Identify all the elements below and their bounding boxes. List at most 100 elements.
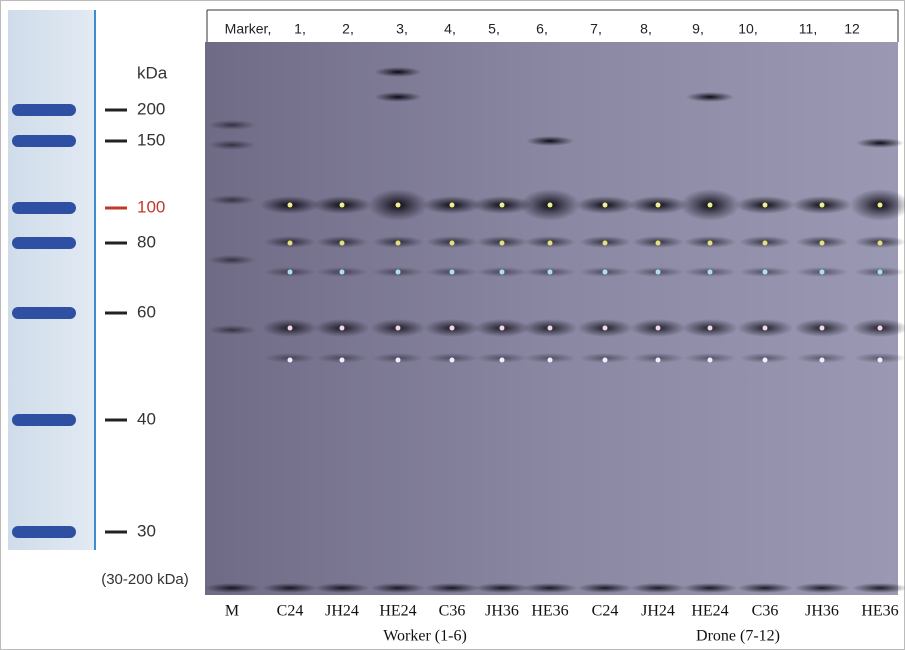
dot (762, 269, 768, 275)
ladder-label: 100 (137, 197, 165, 216)
gel-band (262, 583, 318, 593)
gel-band (208, 140, 256, 150)
dot (602, 325, 608, 331)
dot (819, 357, 825, 363)
dot (547, 202, 553, 208)
dot (877, 240, 883, 246)
lane-label: HE24 (379, 603, 416, 620)
dot (707, 325, 713, 331)
gel-band (208, 195, 256, 205)
dot (395, 202, 401, 208)
dot (395, 269, 401, 275)
gel-band (794, 583, 850, 593)
gel-band (686, 92, 734, 102)
gel-band (208, 325, 256, 335)
dot (499, 240, 505, 246)
dot (449, 269, 455, 275)
dot (655, 240, 661, 246)
lane-label: HE36 (861, 603, 898, 620)
lane-header: 5, (488, 21, 500, 37)
ladder-label: 40 (137, 409, 156, 428)
lane-label: JH24 (325, 603, 359, 620)
group-label: Worker (1-6) (383, 628, 467, 645)
ladder-band (12, 526, 76, 538)
dot (602, 269, 608, 275)
dot (655, 202, 661, 208)
dot (877, 202, 883, 208)
lane-header: 4, (444, 21, 456, 37)
dot (395, 357, 401, 363)
dot (707, 240, 713, 246)
ladder-band (12, 202, 76, 214)
dot (449, 325, 455, 331)
ladder-panel (8, 10, 94, 550)
dot (655, 357, 661, 363)
ladder-band (12, 237, 76, 249)
dot (449, 202, 455, 208)
gel-band (852, 583, 905, 593)
dot (707, 357, 713, 363)
gel-band (208, 255, 256, 265)
gel-band (577, 583, 633, 593)
lane-header: 3, (396, 21, 408, 37)
dot (547, 269, 553, 275)
dot (339, 240, 345, 246)
lane-label: C36 (752, 603, 779, 620)
dot (547, 325, 553, 331)
dot (287, 357, 293, 363)
lane-label: JH24 (641, 603, 675, 620)
dot (762, 202, 768, 208)
lane-header: Marker, (225, 21, 272, 37)
dot (707, 202, 713, 208)
lane-header: 10, (738, 21, 757, 37)
dot (449, 357, 455, 363)
dot (339, 269, 345, 275)
gel-band (526, 136, 574, 146)
gel-band (474, 583, 530, 593)
gel-band (374, 92, 422, 102)
lane-header: 7, (590, 21, 602, 37)
ladder-label: 150 (137, 130, 165, 149)
ladder-band (12, 135, 76, 147)
lane-header: 8, (640, 21, 652, 37)
lane-label: HE36 (531, 603, 568, 620)
gel-band (314, 583, 370, 593)
dot (819, 240, 825, 246)
gel-band (370, 583, 426, 593)
dot (547, 357, 553, 363)
lane-header: 6, (536, 21, 548, 37)
dot (287, 240, 293, 246)
dot (602, 357, 608, 363)
gel-band (737, 583, 793, 593)
dot (547, 240, 553, 246)
dot (395, 240, 401, 246)
dot (339, 202, 345, 208)
gel-band (630, 583, 686, 593)
gel-band (424, 583, 480, 593)
dot (602, 202, 608, 208)
dot (877, 269, 883, 275)
ladder-label: 80 (137, 232, 156, 251)
lane-header: 1, (294, 21, 306, 37)
lane-label: M (225, 603, 239, 620)
dot (499, 325, 505, 331)
dot (655, 325, 661, 331)
dot (287, 202, 293, 208)
lane-header: 2, (342, 21, 354, 37)
dot (762, 240, 768, 246)
dot (287, 269, 293, 275)
lane-header: 9, (692, 21, 704, 37)
dot (819, 202, 825, 208)
dot (395, 325, 401, 331)
gel-band (856, 138, 904, 148)
group-label: Drone (7-12) (696, 628, 780, 645)
lane-header: 12 (844, 21, 860, 37)
range-label: (30-200 kDa) (101, 571, 189, 588)
dot (449, 240, 455, 246)
dot (762, 357, 768, 363)
dot (655, 269, 661, 275)
lane-label: C36 (439, 603, 466, 620)
dot (339, 357, 345, 363)
dot (762, 325, 768, 331)
